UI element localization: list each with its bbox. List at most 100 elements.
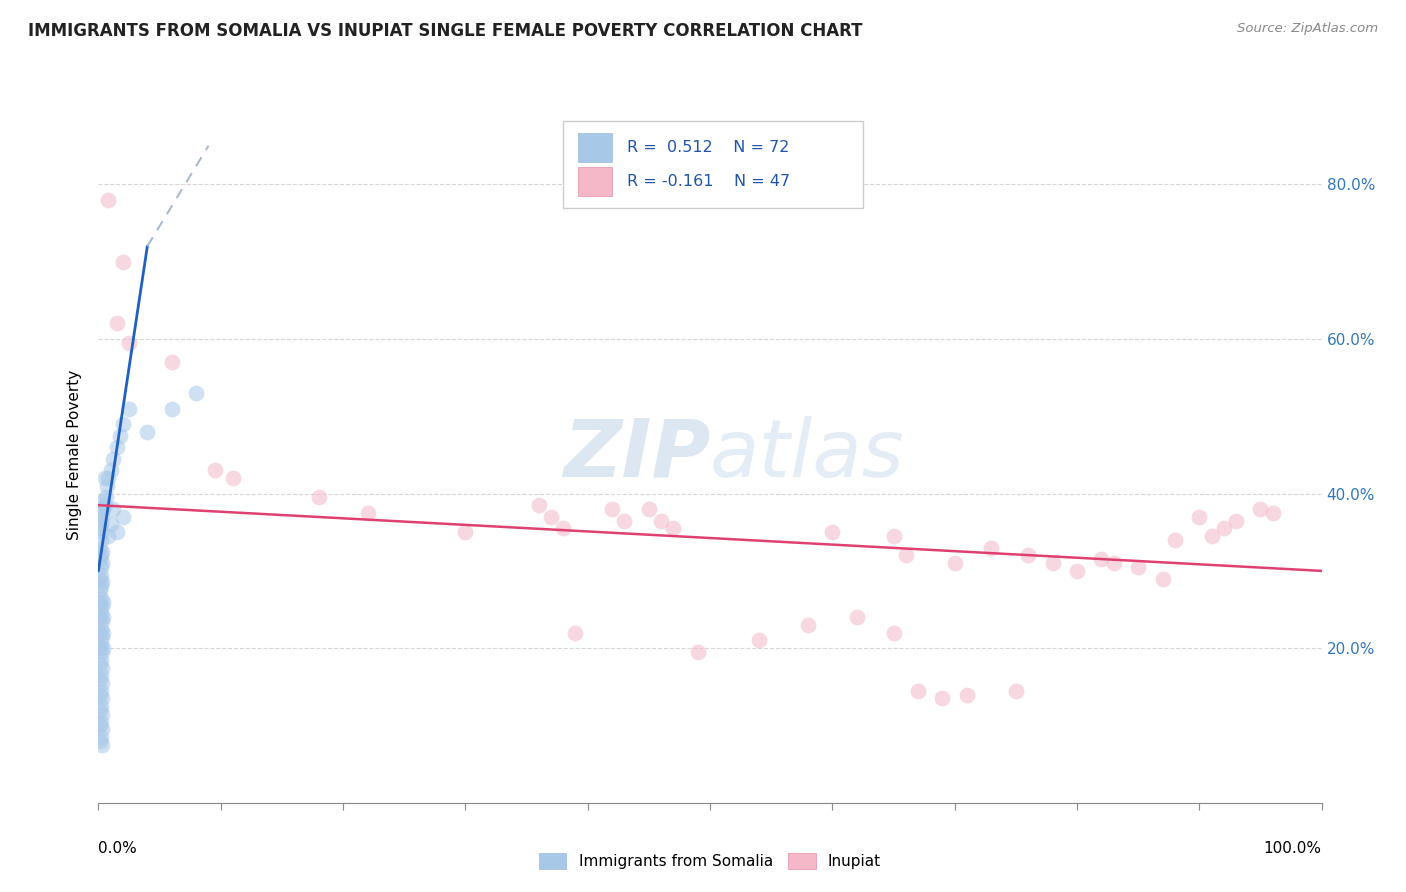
Point xyxy=(1017,549,1039,563)
Point xyxy=(600,502,623,516)
FancyBboxPatch shape xyxy=(564,121,863,208)
Point xyxy=(931,691,953,706)
Point xyxy=(356,506,378,520)
Legend: Immigrants from Somalia, Inupiat: Immigrants from Somalia, Inupiat xyxy=(533,847,887,875)
Point xyxy=(89,541,111,555)
Point xyxy=(89,657,111,671)
Point xyxy=(90,560,112,574)
Point xyxy=(91,738,114,752)
Point xyxy=(100,463,122,477)
Point xyxy=(89,625,111,640)
Point xyxy=(111,509,134,524)
Point xyxy=(845,610,868,624)
Point xyxy=(883,625,905,640)
Point xyxy=(111,254,134,268)
Point xyxy=(90,653,112,667)
Point xyxy=(308,491,330,505)
Point xyxy=(90,683,112,698)
Text: R =  0.512    N = 72: R = 0.512 N = 72 xyxy=(627,140,789,155)
Point xyxy=(110,428,132,442)
Text: atlas: atlas xyxy=(710,416,905,494)
Point xyxy=(93,498,115,512)
Point xyxy=(553,521,575,535)
Point xyxy=(101,451,124,466)
Point xyxy=(883,529,905,543)
Point xyxy=(118,401,141,416)
Point xyxy=(1066,564,1088,578)
Point xyxy=(91,625,114,640)
Point xyxy=(90,699,112,714)
Point xyxy=(650,514,672,528)
Point xyxy=(101,502,124,516)
Point xyxy=(96,479,118,493)
Point xyxy=(94,491,117,505)
Bar xyxy=(578,167,612,196)
Point xyxy=(1164,533,1187,547)
Point xyxy=(91,575,114,590)
Point xyxy=(90,549,112,563)
Point xyxy=(97,193,120,207)
Point xyxy=(222,471,245,485)
Point xyxy=(1152,572,1174,586)
Point xyxy=(89,521,111,535)
Point xyxy=(91,691,114,706)
Point xyxy=(454,525,477,540)
Point xyxy=(90,668,112,682)
Point xyxy=(89,552,111,566)
Point xyxy=(97,529,120,543)
Point xyxy=(91,630,114,644)
Point xyxy=(91,676,114,690)
Point xyxy=(91,723,114,737)
Point xyxy=(1212,521,1234,535)
Y-axis label: Single Female Poverty: Single Female Poverty xyxy=(67,370,83,540)
Point xyxy=(91,645,114,659)
Point xyxy=(105,525,128,540)
Point xyxy=(90,591,112,605)
Point xyxy=(797,618,820,632)
Point xyxy=(540,509,562,524)
Point xyxy=(111,417,134,431)
Point xyxy=(1188,509,1211,524)
Text: 0.0%: 0.0% xyxy=(98,841,138,856)
Point xyxy=(527,498,550,512)
Point xyxy=(1042,556,1064,570)
Point xyxy=(89,688,111,702)
Point xyxy=(90,607,112,621)
Point xyxy=(105,317,128,331)
Point xyxy=(89,595,111,609)
Point xyxy=(662,521,685,535)
Point xyxy=(748,633,770,648)
Point xyxy=(980,541,1002,555)
Point xyxy=(89,703,111,717)
Point xyxy=(105,440,128,454)
Point xyxy=(956,688,979,702)
Point xyxy=(89,641,111,656)
Point xyxy=(90,637,112,651)
Point xyxy=(91,525,114,540)
Point xyxy=(91,599,114,613)
Text: IMMIGRANTS FROM SOMALIA VS INUPIAT SINGLE FEMALE POVERTY CORRELATION CHART: IMMIGRANTS FROM SOMALIA VS INUPIAT SINGL… xyxy=(28,22,863,40)
Point xyxy=(93,471,115,485)
Point xyxy=(91,610,114,624)
Point xyxy=(91,502,114,516)
Point xyxy=(564,625,586,640)
Point xyxy=(907,683,929,698)
Text: ZIP: ZIP xyxy=(562,416,710,494)
Text: Source: ZipAtlas.com: Source: ZipAtlas.com xyxy=(1237,22,1378,36)
Point xyxy=(1090,552,1112,566)
Point xyxy=(821,525,844,540)
Text: R = -0.161    N = 47: R = -0.161 N = 47 xyxy=(627,174,790,189)
Point xyxy=(91,494,114,508)
Point xyxy=(91,595,114,609)
Point xyxy=(686,645,709,659)
Point xyxy=(89,610,111,624)
Point xyxy=(91,706,114,721)
Point xyxy=(90,714,112,729)
Point xyxy=(613,514,636,528)
Point xyxy=(1004,683,1026,698)
Point xyxy=(97,471,120,485)
Point xyxy=(1128,560,1150,574)
Point xyxy=(90,622,112,636)
Point xyxy=(1201,529,1223,543)
Point xyxy=(91,614,114,628)
